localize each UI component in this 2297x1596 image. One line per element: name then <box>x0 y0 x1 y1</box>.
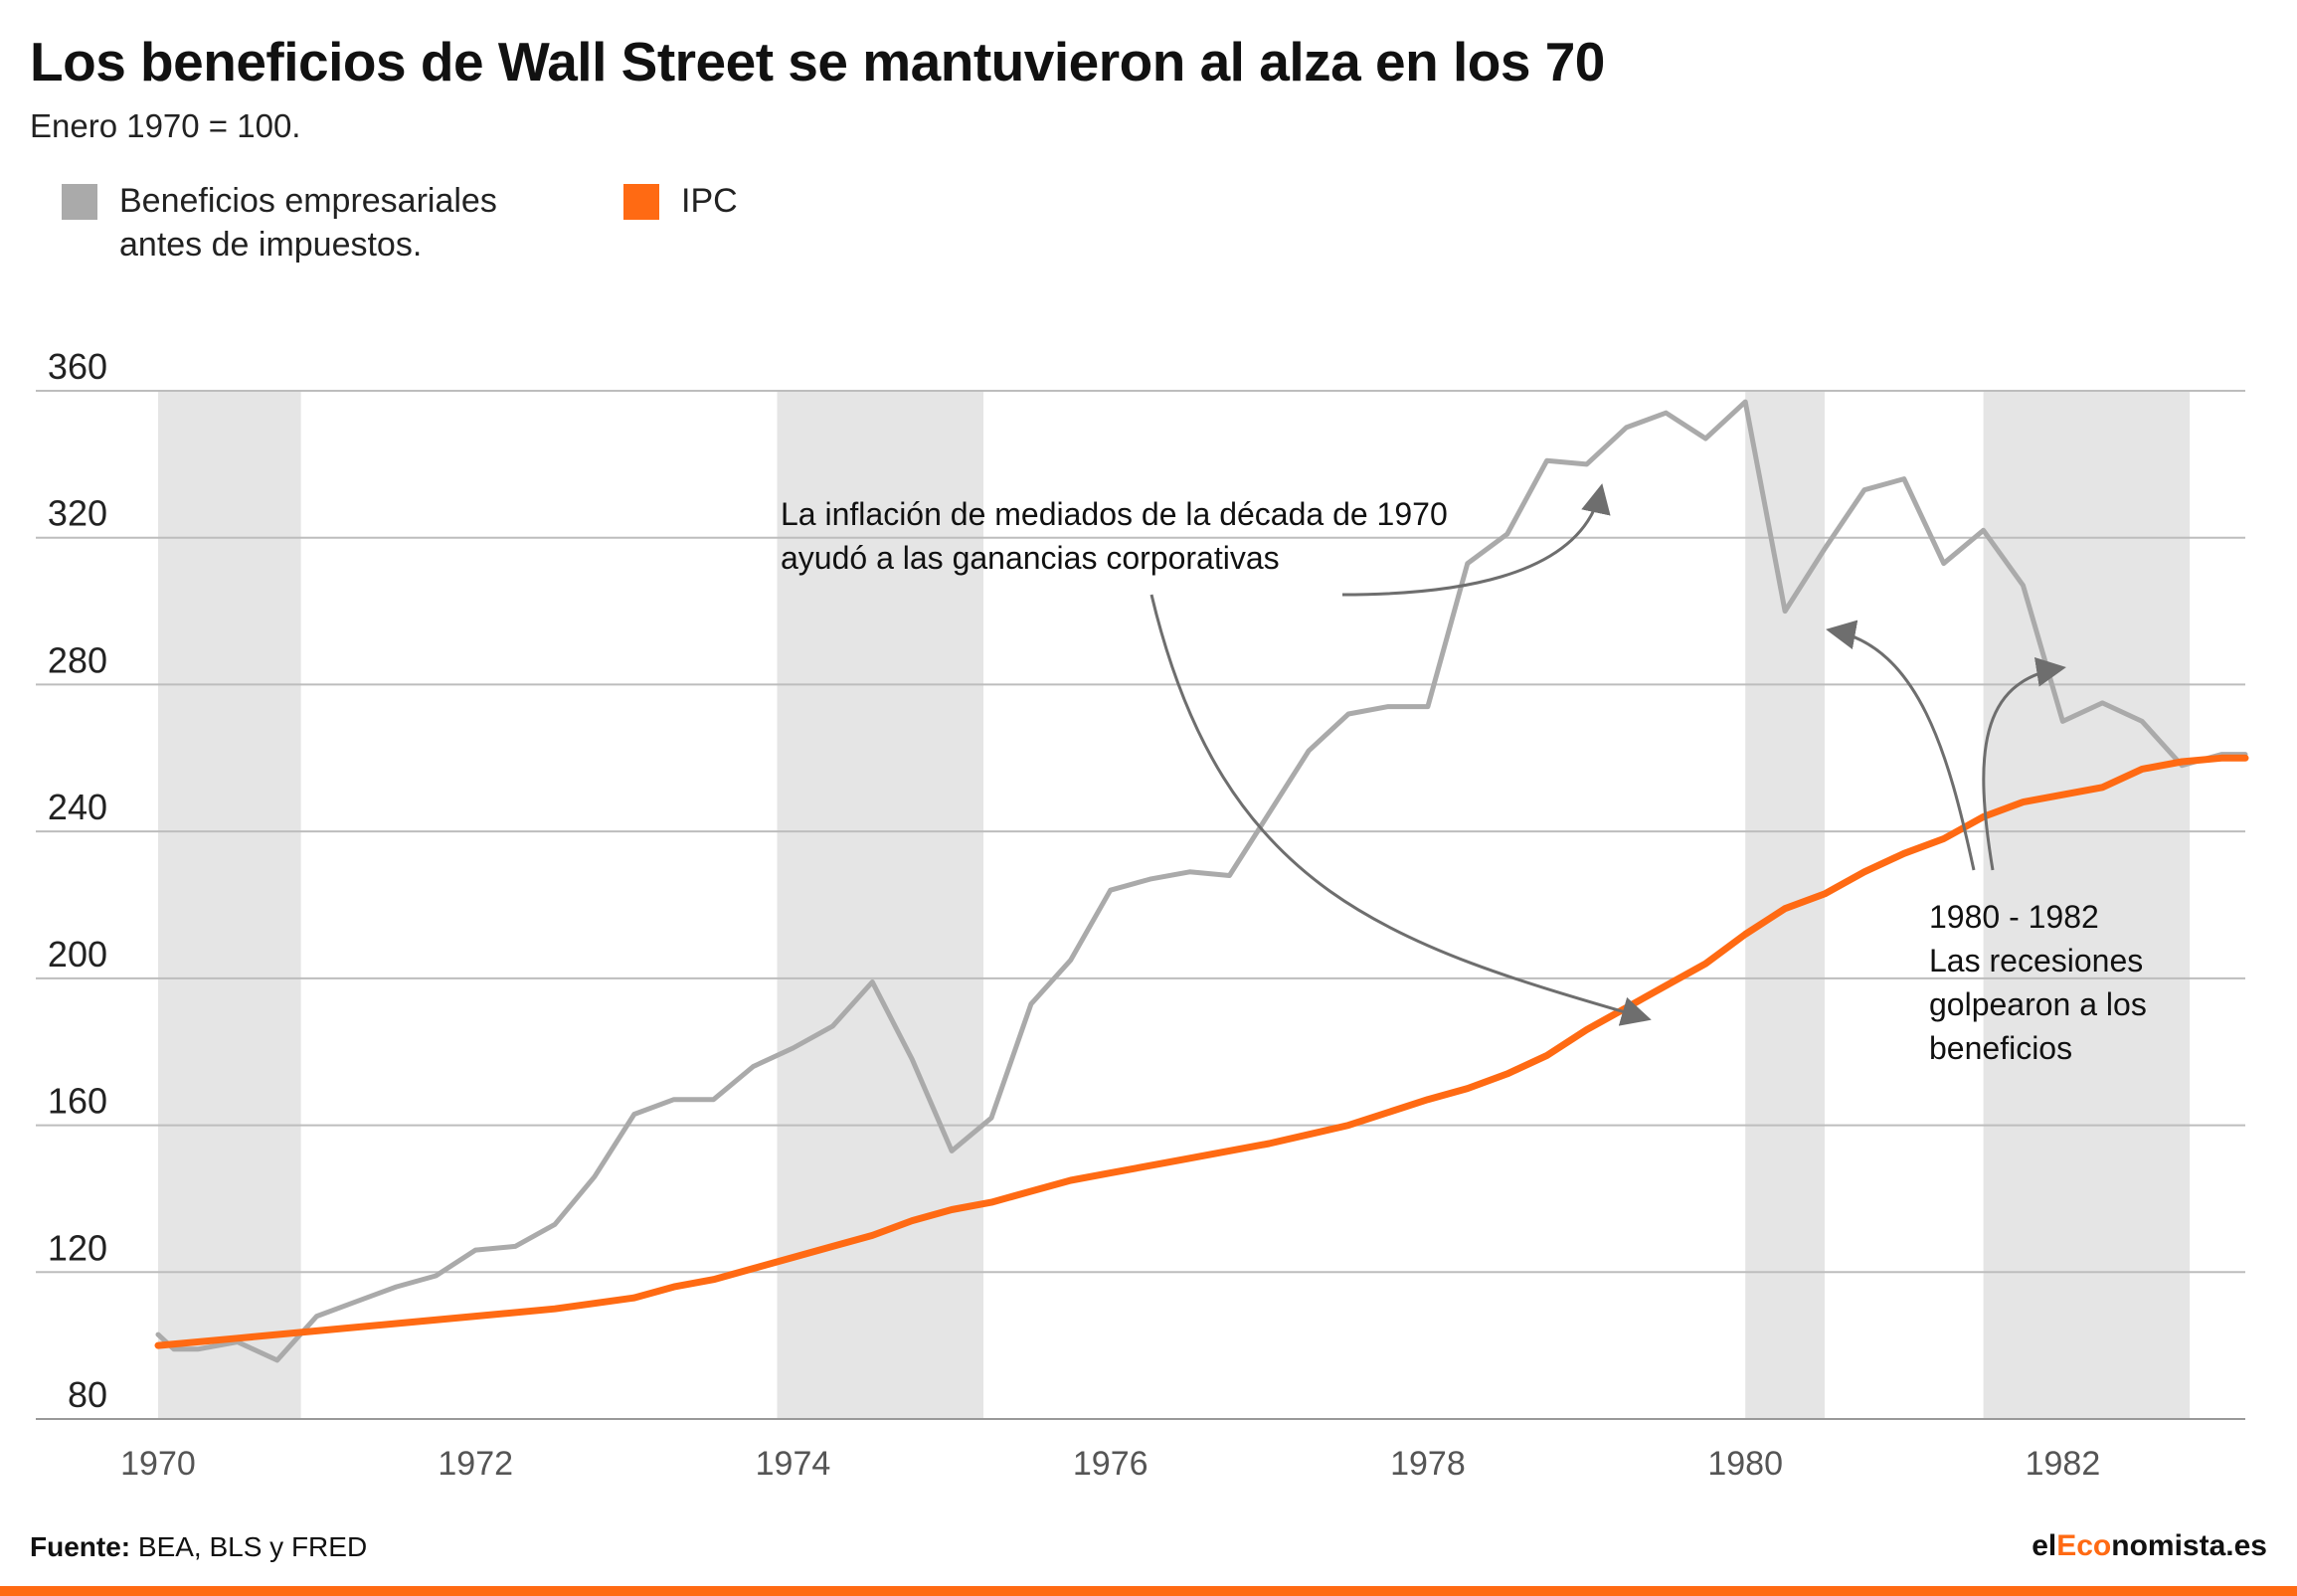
x-tick-label: 1974 <box>756 1445 831 1483</box>
y-tick-label: 360 <box>48 346 107 387</box>
recession-band-3 <box>1983 391 2191 1419</box>
recession-band-0 <box>157 391 301 1419</box>
y-tick-label: 320 <box>48 493 107 534</box>
brand-suffix: nomista.es <box>2111 1529 2267 1562</box>
legend-label-profits: Beneficios empresariales antes de impues… <box>119 182 497 264</box>
annotation-inflation: La inflación de mediados de la década de… <box>781 496 1448 576</box>
x-tick-label: 1970 <box>120 1445 196 1483</box>
legend-item-profits: Beneficios empresariales antes de impues… <box>62 179 497 266</box>
legend-swatch-cpi <box>623 184 659 220</box>
chart-subtitle: Enero 1970 = 100. <box>30 107 301 144</box>
recession-band-1 <box>777 391 983 1419</box>
legend-swatch-profits <box>62 184 97 220</box>
legend-item-cpi: IPC <box>623 179 738 223</box>
brand-accent: Eco <box>2056 1529 2112 1562</box>
arrow-inflation-up <box>1341 483 1611 597</box>
source-note: Fuente: BEA, BLS y FRED <box>30 1531 367 1563</box>
y-tick-label: 80 <box>68 1374 107 1415</box>
series-lines <box>154 399 2249 1363</box>
arrow-recession-1980 <box>1826 620 1976 871</box>
series-line-profits <box>155 399 2248 1363</box>
y-tick-label: 120 <box>48 1227 107 1268</box>
annotation-recessions: 1980 - 1982 Las recesiones golpearon a l… <box>1929 899 2147 1066</box>
series-line-cpi <box>154 754 2249 1349</box>
legend-label-cpi: IPC <box>681 182 738 220</box>
source-text: BEA, BLS y FRED <box>130 1531 368 1562</box>
source-label: Fuente: <box>30 1531 131 1562</box>
x-axis-labels: 1970 1972 1974 1976 1978 1980 1982 <box>120 1445 2100 1483</box>
brand-prefix: el <box>2032 1529 2057 1562</box>
x-tick-label: 1972 <box>438 1445 513 1483</box>
recession-shading <box>157 391 2191 1419</box>
y-tick-label: 240 <box>48 787 107 827</box>
x-tick-label: 1982 <box>2026 1445 2101 1483</box>
x-tick-label: 1980 <box>1707 1445 1783 1483</box>
chart-title: Los beneficios de Wall Street se mantuvi… <box>30 31 1605 92</box>
arrow-recession-1982 <box>1982 656 2066 871</box>
x-tick-label: 1978 <box>1390 1445 1466 1483</box>
y-tick-label: 200 <box>48 934 107 975</box>
annotation-arrows <box>1149 483 2066 1026</box>
y-tick-label: 160 <box>48 1081 107 1122</box>
gridlines <box>36 390 2245 1420</box>
y-axis-labels: 80 120 160 200 240 280 320 360 <box>48 346 107 1415</box>
brand-logo: elEconomista.es <box>2032 1529 2267 1563</box>
x-tick-label: 1976 <box>1073 1445 1148 1483</box>
bottom-accent-bar <box>0 1586 2297 1596</box>
arrow-inflation-down <box>1149 594 1652 1026</box>
y-tick-label: 280 <box>48 639 107 680</box>
